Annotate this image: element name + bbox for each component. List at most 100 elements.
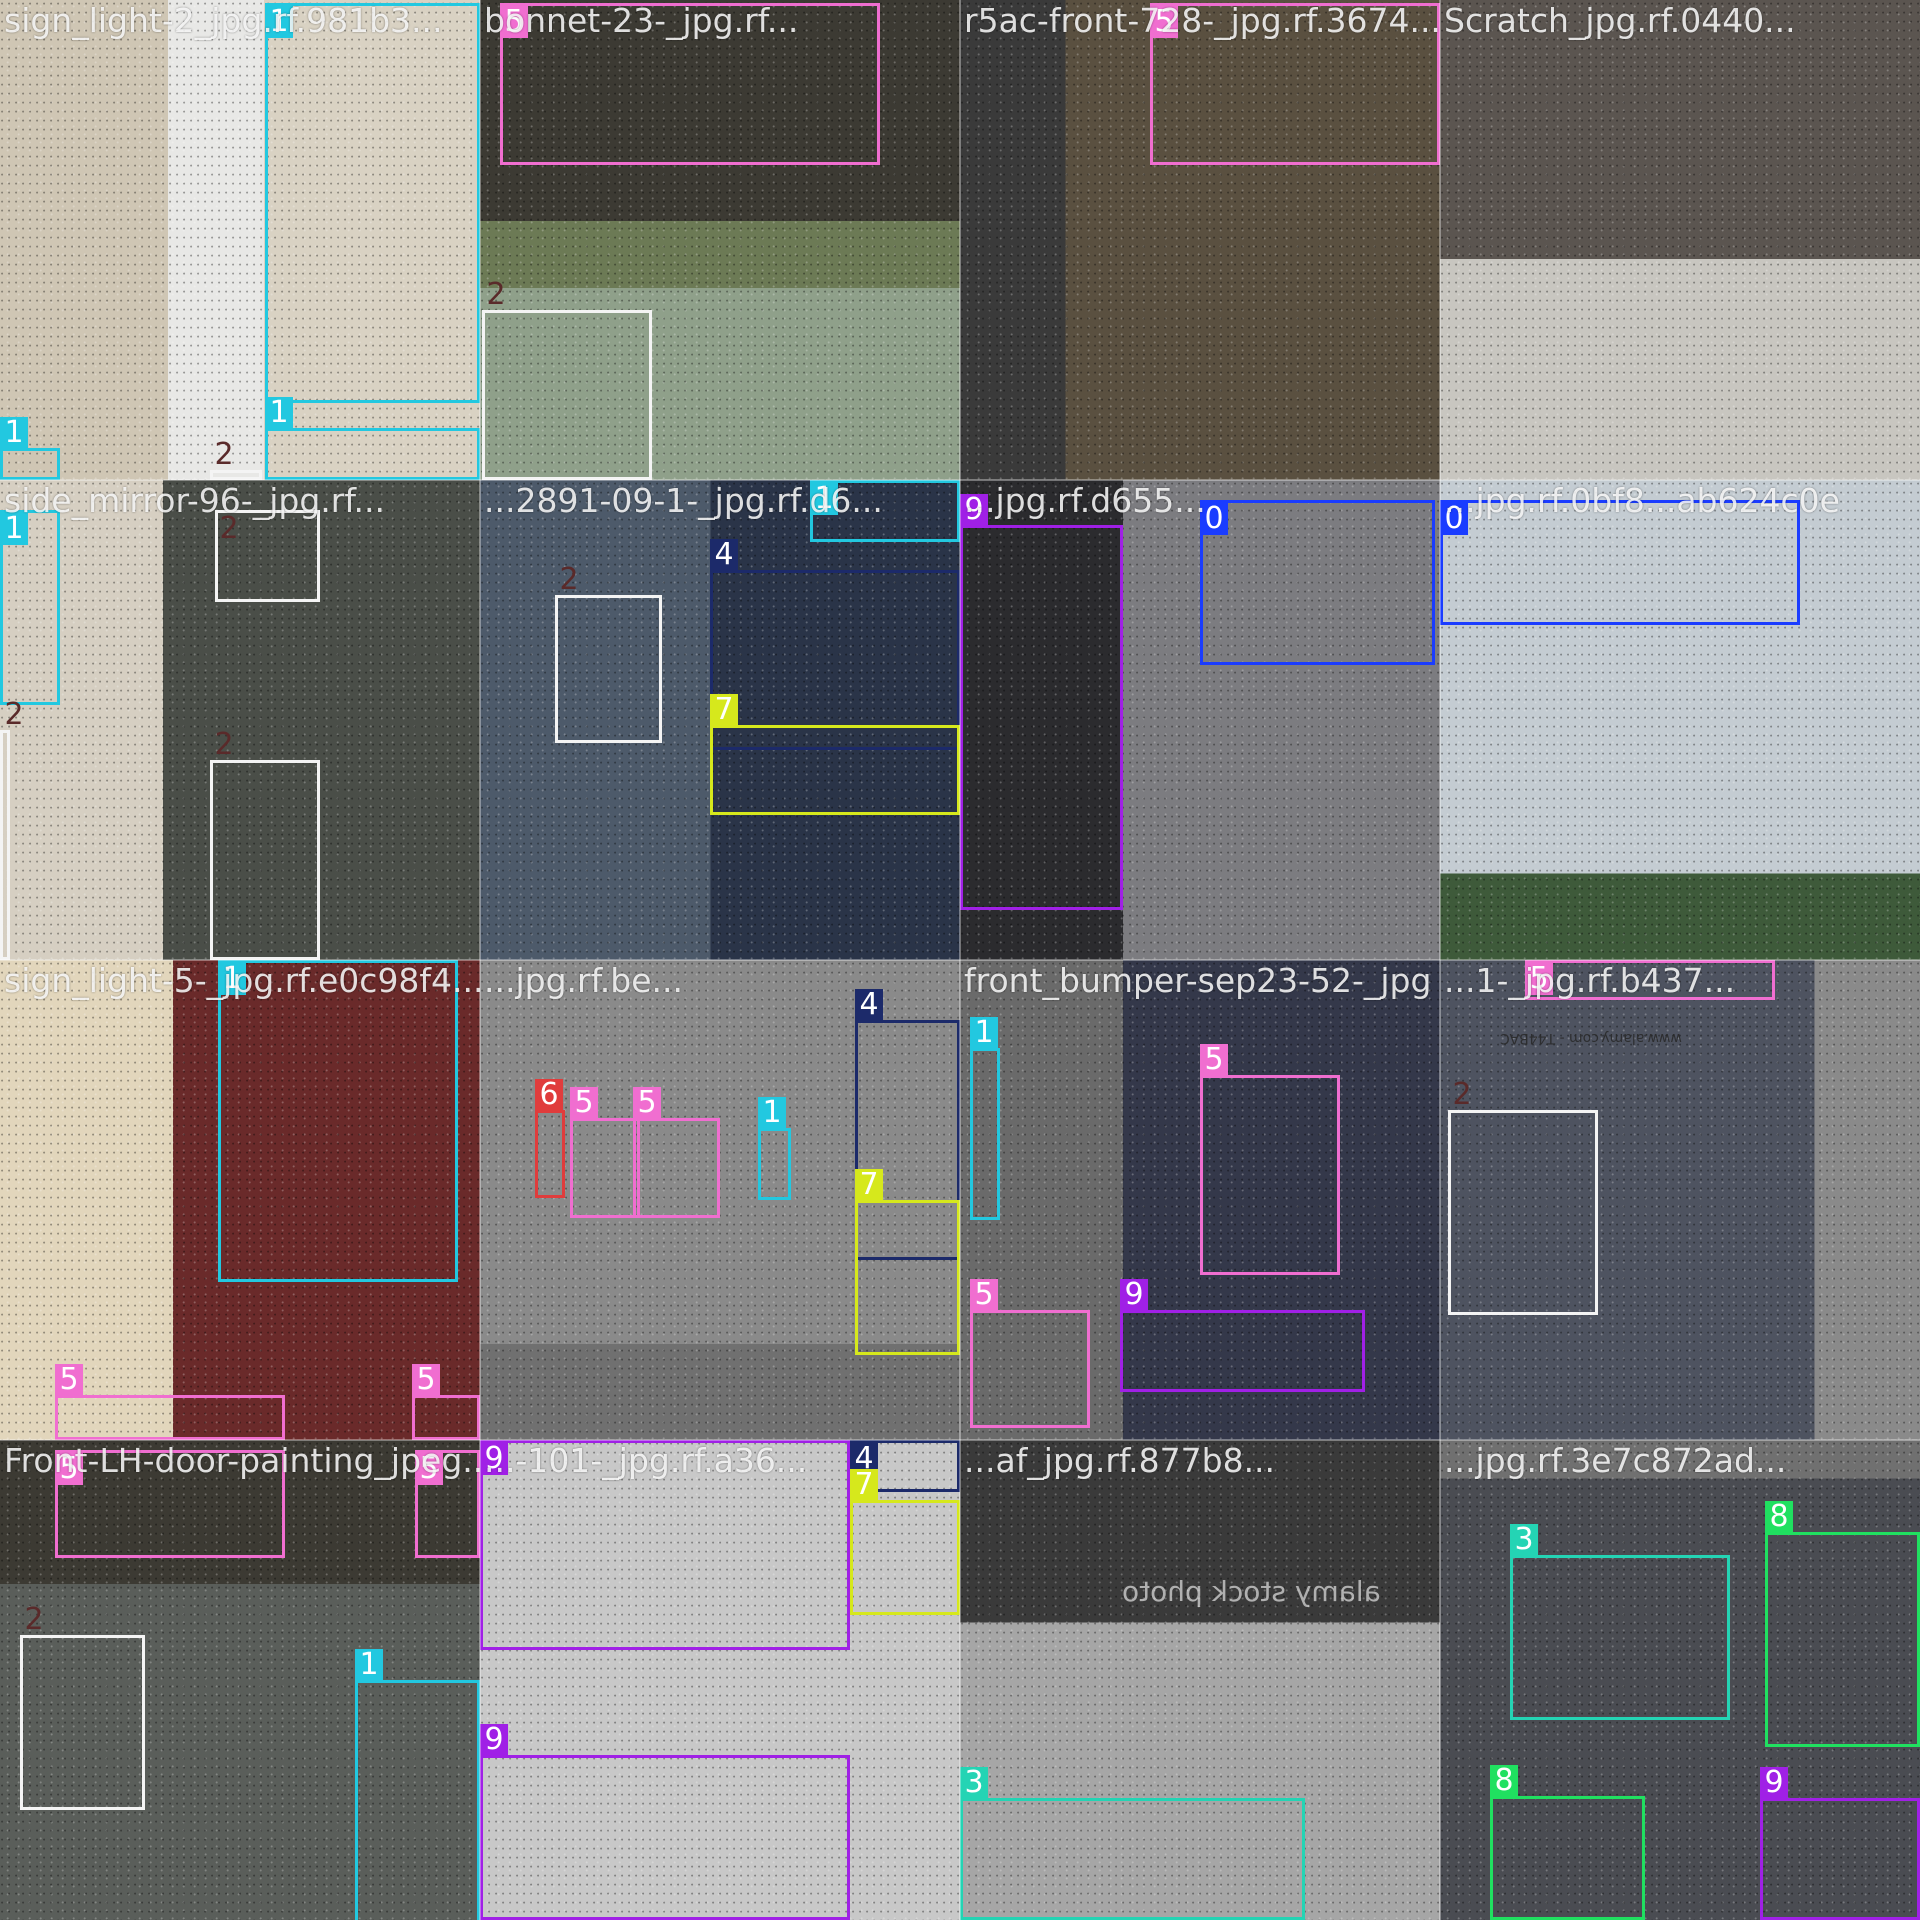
bounding-box: 9 — [1760, 1767, 1920, 1920]
tile-filename: ...1-_jpg.rf.b437... — [1444, 961, 1736, 1000]
class-label: 8 — [1490, 1765, 1518, 1797]
class-label: 2 — [486, 277, 506, 312]
bounding-box: 1 — [970, 1017, 1000, 1220]
class-label: 0 — [1440, 503, 1468, 535]
class-label: 7 — [850, 1469, 878, 1501]
class-label: 9 — [480, 1443, 508, 1475]
bounding-box: 5 — [415, 1450, 480, 1558]
mosaic-tile: 1 1 1 2 sign_light-2_jpg.rf.981b3... — [0, 0, 480, 480]
class-label: 5 — [1525, 963, 1553, 995]
tile-filename: Front-LH-door-painting_jpeg... — [4, 1441, 480, 1480]
class-label: 9 — [1760, 1767, 1788, 1799]
class-label: 1 — [355, 1649, 383, 1681]
class-label: 5 — [570, 1087, 598, 1119]
bounding-box: 5 — [1525, 960, 1775, 1000]
bounding-box: 1 — [758, 1097, 791, 1200]
mosaic-tile: 4 6 5 5 1 7 ...jpg.rf.be... — [480, 960, 960, 1440]
tile-filename: front_bumper-sep23-52-_jpg — [964, 961, 1432, 1000]
class-label: 6 — [535, 1079, 563, 1111]
class-label: 2 — [4, 697, 24, 732]
class-label: 9 — [960, 494, 988, 526]
bounding-box: 2 — [0, 699, 24, 960]
bounding-box: 1 — [265, 397, 480, 480]
class-label: 2 — [24, 1602, 44, 1637]
tile-filename: ...af_jpg.rf.877b8... — [964, 1441, 1276, 1480]
bounding-box: 2 — [482, 279, 652, 480]
class-label: 5 — [55, 1364, 83, 1396]
bounding-box: 1 — [218, 960, 458, 1282]
class-label: 9 — [480, 1724, 508, 1756]
tile-filename: sign_light-2_jpg.rf.981b3... — [4, 1, 443, 40]
bounding-box: 1 — [810, 480, 960, 542]
bounding-box: 5 — [570, 1087, 640, 1218]
tile-filename: ...jpg.rf.3e7c872ad... — [1444, 1441, 1787, 1480]
class-label: 5 — [55, 1453, 83, 1485]
class-label: 2 — [559, 562, 579, 597]
bounding-box: 2 — [1448, 1079, 1598, 1315]
tile-filename: ...jpg.rf.0bf8...ab624c0e — [1444, 481, 1840, 520]
class-label: 3 — [960, 1767, 988, 1799]
class-label: 7 — [855, 1169, 883, 1201]
bounding-box: 2 — [555, 564, 662, 743]
class-label: 7 — [710, 694, 738, 726]
bounding-box: 4 — [710, 539, 960, 750]
class-label: 5 — [415, 1453, 443, 1485]
tile-image — [960, 0, 1440, 480]
bounding-box: 1 — [0, 510, 60, 705]
watermark-url: www.alamy.com - T44BAC — [1500, 1030, 1682, 1046]
bounding-box: 1 — [265, 3, 480, 403]
class-label: 1 — [218, 963, 246, 995]
bounding-box: 5 — [412, 1364, 480, 1440]
bounding-box: 9 — [1120, 1279, 1365, 1392]
class-label: 5 — [970, 1279, 998, 1311]
bounding-box: 9 — [960, 494, 1123, 910]
tile-filename: ...-101-_jpg.rf.a36... — [484, 1441, 808, 1480]
grid-divider — [0, 479, 1920, 481]
bounding-box: 0 — [1440, 500, 1800, 625]
bounding-box: 2 — [210, 439, 262, 480]
tile-filename: ...jpg.rf.d655... — [964, 481, 1206, 520]
tile-image — [0, 960, 480, 1440]
tile-image — [1440, 0, 1920, 480]
bounding-box: 9 — [480, 1724, 850, 1920]
tile-filename: Scratch_jpg.rf.0440... — [1444, 1, 1796, 40]
bounding-box: 5 — [55, 1450, 285, 1558]
tile-image — [0, 480, 480, 960]
tile-image — [1440, 1440, 1920, 1920]
class-label: 1 — [810, 483, 838, 515]
class-label: 5 — [633, 1087, 661, 1119]
tile-image — [1440, 480, 1920, 960]
tile-filename: sign_light-5-_jpg.rf.e0c98f4... — [4, 961, 480, 1000]
grid-divider — [1439, 0, 1441, 1920]
mosaic-tile: 3 ...af_jpg.rf.877b8... — [960, 1440, 1440, 1920]
class-label: 4 — [855, 989, 883, 1021]
bounding-box: 5 — [1150, 3, 1440, 165]
grid-divider — [0, 1439, 1920, 1441]
mosaic-tile: 1 5 5 9 front_bumper-sep23-52-_jpg — [960, 960, 1440, 1440]
mosaic-tile: 5 5 2 1 Front-LH-door-painting_jpeg... — [0, 1440, 480, 1920]
class-label: 1 — [265, 6, 293, 38]
class-label: 0 — [1200, 503, 1228, 535]
tile-image — [960, 1440, 1440, 1920]
tile-filename: r5ac-front-728-_jpg.rf.3674... — [964, 1, 1440, 40]
class-label: 5 — [500, 6, 528, 38]
tile-image — [480, 1440, 960, 1920]
tile-filename: side_mirror-96-_jpg.rf... — [4, 481, 386, 520]
bounding-box: 2 — [20, 1604, 145, 1810]
class-label: 2 — [214, 437, 234, 472]
bounding-box: 1 — [0, 417, 60, 480]
mosaic-tile: 5 2 bonnet-23-_jpg.rf... — [480, 0, 960, 480]
tile-image — [480, 0, 960, 480]
bounding-box: 5 — [500, 3, 880, 165]
class-label: 1 — [970, 1017, 998, 1049]
bounding-box: 8 — [1765, 1501, 1920, 1747]
class-label: 1 — [0, 513, 28, 545]
bounding-box: 6 — [535, 1079, 565, 1198]
grid-divider — [0, 959, 1920, 961]
class-label: 1 — [265, 397, 293, 429]
class-label: 1 — [758, 1097, 786, 1129]
class-label: 2 — [1452, 1077, 1472, 1112]
class-label: 4 — [710, 539, 738, 571]
mosaic-tile: 1 5 5 sign_light-5-_jpg.rf.e0c98f4... — [0, 960, 480, 1440]
